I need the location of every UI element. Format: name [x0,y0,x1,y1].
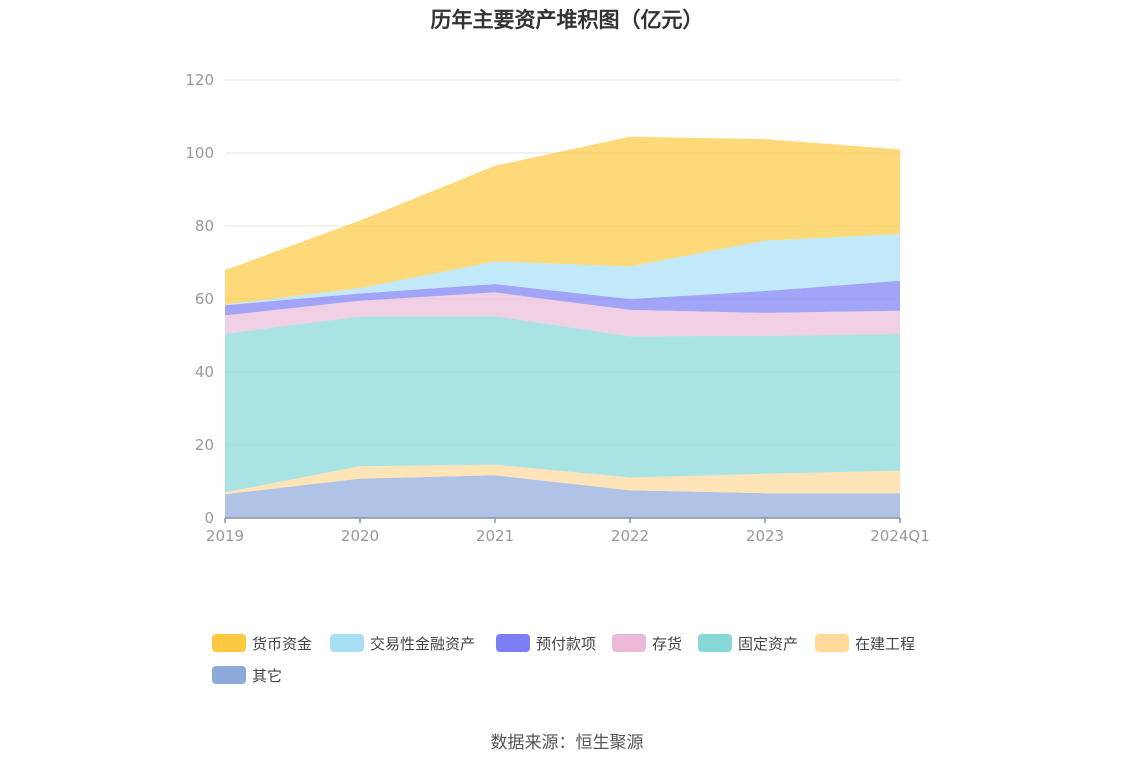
area-series-1 [225,464,900,495]
area-series-0 [225,475,900,518]
x-tick-label: 2023 [746,527,784,545]
legend-swatch [698,634,732,652]
legend-label: 交易性金融资产 [370,634,476,653]
x-tick-label: 2024Q1 [870,527,930,545]
legend-swatch [212,634,246,652]
area-series-3 [225,292,900,337]
legend-item[interactable]: 交易性金融资产 [330,630,475,656]
legend-item[interactable]: 预付款项 [496,630,596,656]
legend-swatch [815,634,849,652]
x-tick-label: 2019 [206,527,244,545]
y-tick-label: 60 [195,290,214,308]
legend-label: 预付款项 [536,634,597,653]
area-series-2 [225,316,900,493]
x-tick-label: 2022 [611,527,649,545]
area-layer [225,136,900,518]
legend-swatch [496,634,530,652]
plot-area: 0 20 40 60 80 100 120 2019 2020 2021 2022 2023 2024Q… [185,71,929,545]
y-tick-label: 100 [185,144,214,162]
legend-item[interactable]: 固定资产 [698,630,798,656]
legend-swatch [612,634,646,652]
y-tick-label: 40 [195,363,214,381]
y-tick-label: 0 [204,509,214,527]
x-tick-label: 2021 [476,527,514,545]
x-tick-label: 2020 [341,527,379,545]
y-tick-label: 20 [195,436,214,454]
data-source-note: 数据来源：恒生聚源 [490,733,644,753]
legend-label: 货币资金 [252,634,313,653]
legend-label: 其它 [252,666,283,685]
y-tick-label: 80 [195,217,214,235]
y-tick-label: 120 [185,71,214,89]
legend-label: 固定资产 [738,634,799,653]
area-series-5 [225,234,900,306]
area-series-6 [225,136,900,305]
legend-swatch [330,634,364,652]
legend-label: 在建工程 [855,634,916,653]
axis-layer: 0 20 40 60 80 100 120 2019 2020 2021 2022 2023 2024Q… [185,71,929,545]
legend-item[interactable]: 在建工程 [815,630,915,656]
legend-item[interactable]: 货币资金 [212,630,312,656]
legend-item[interactable]: 存货 [612,630,682,656]
chart-title: 历年主要资产堆积图（亿元） [430,8,704,32]
area-series-4 [225,280,900,316]
legend-label: 存货 [652,634,683,653]
legend-swatch [212,666,246,684]
legend-item[interactable]: 其它 [212,662,282,688]
